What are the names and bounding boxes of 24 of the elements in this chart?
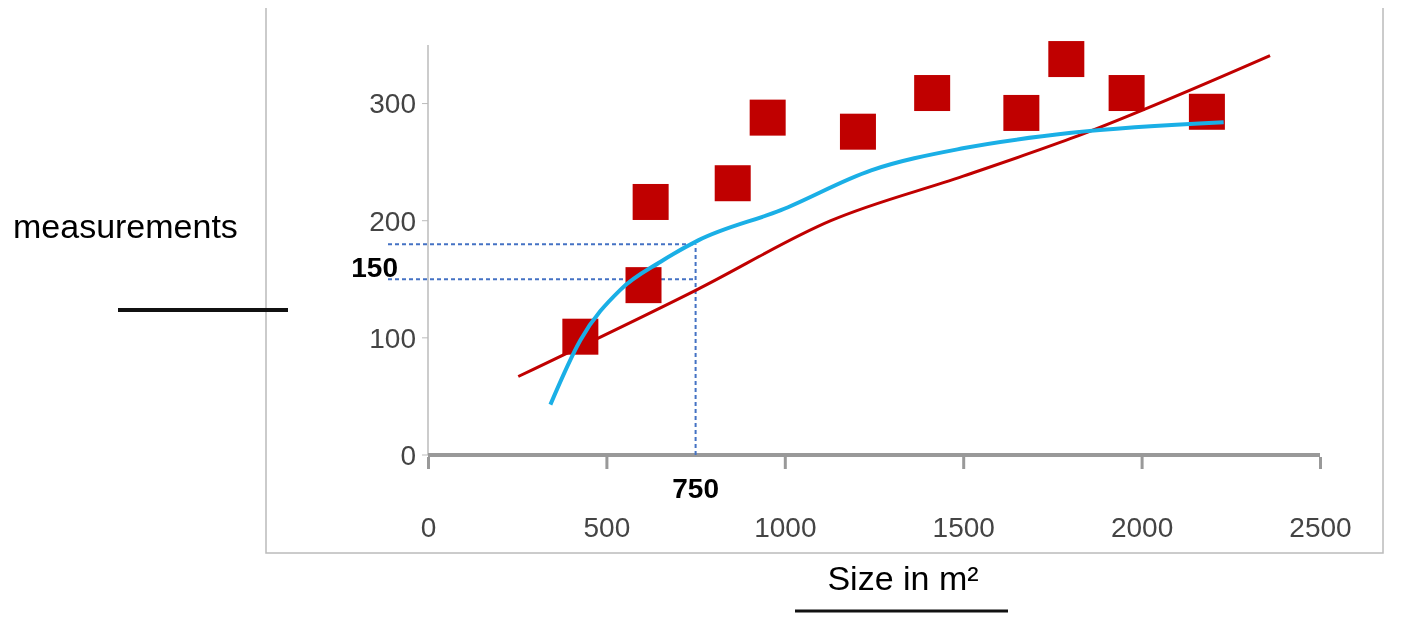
line-series [516,54,1272,379]
y-tick-label: 300 [369,88,416,120]
point [839,113,876,150]
x-tick-label: 2000 [1110,511,1174,543]
point [1108,75,1145,112]
point [625,267,662,304]
y-tick-label: 0 [400,439,416,471]
point [632,183,669,220]
x-tick-label: 2500 [1289,511,1352,543]
ref-line-label: 150 [351,252,398,284]
x-axis-title: Size in m² [827,559,979,597]
point [714,165,751,202]
x-tick-label: 1000 [754,511,817,543]
y-tick-label: 200 [369,205,416,237]
y-axis-title: measurements [13,206,238,245]
x-tick-label: 500 [583,511,631,543]
y-tick-label: 100 [369,322,416,354]
ref-line-label: 750 [672,472,719,504]
point [749,99,786,136]
point [914,75,951,112]
x-tick-label: 0 [420,511,437,543]
point [1003,94,1040,131]
point [1048,41,1085,78]
x-tick-label: 1500 [932,511,995,543]
